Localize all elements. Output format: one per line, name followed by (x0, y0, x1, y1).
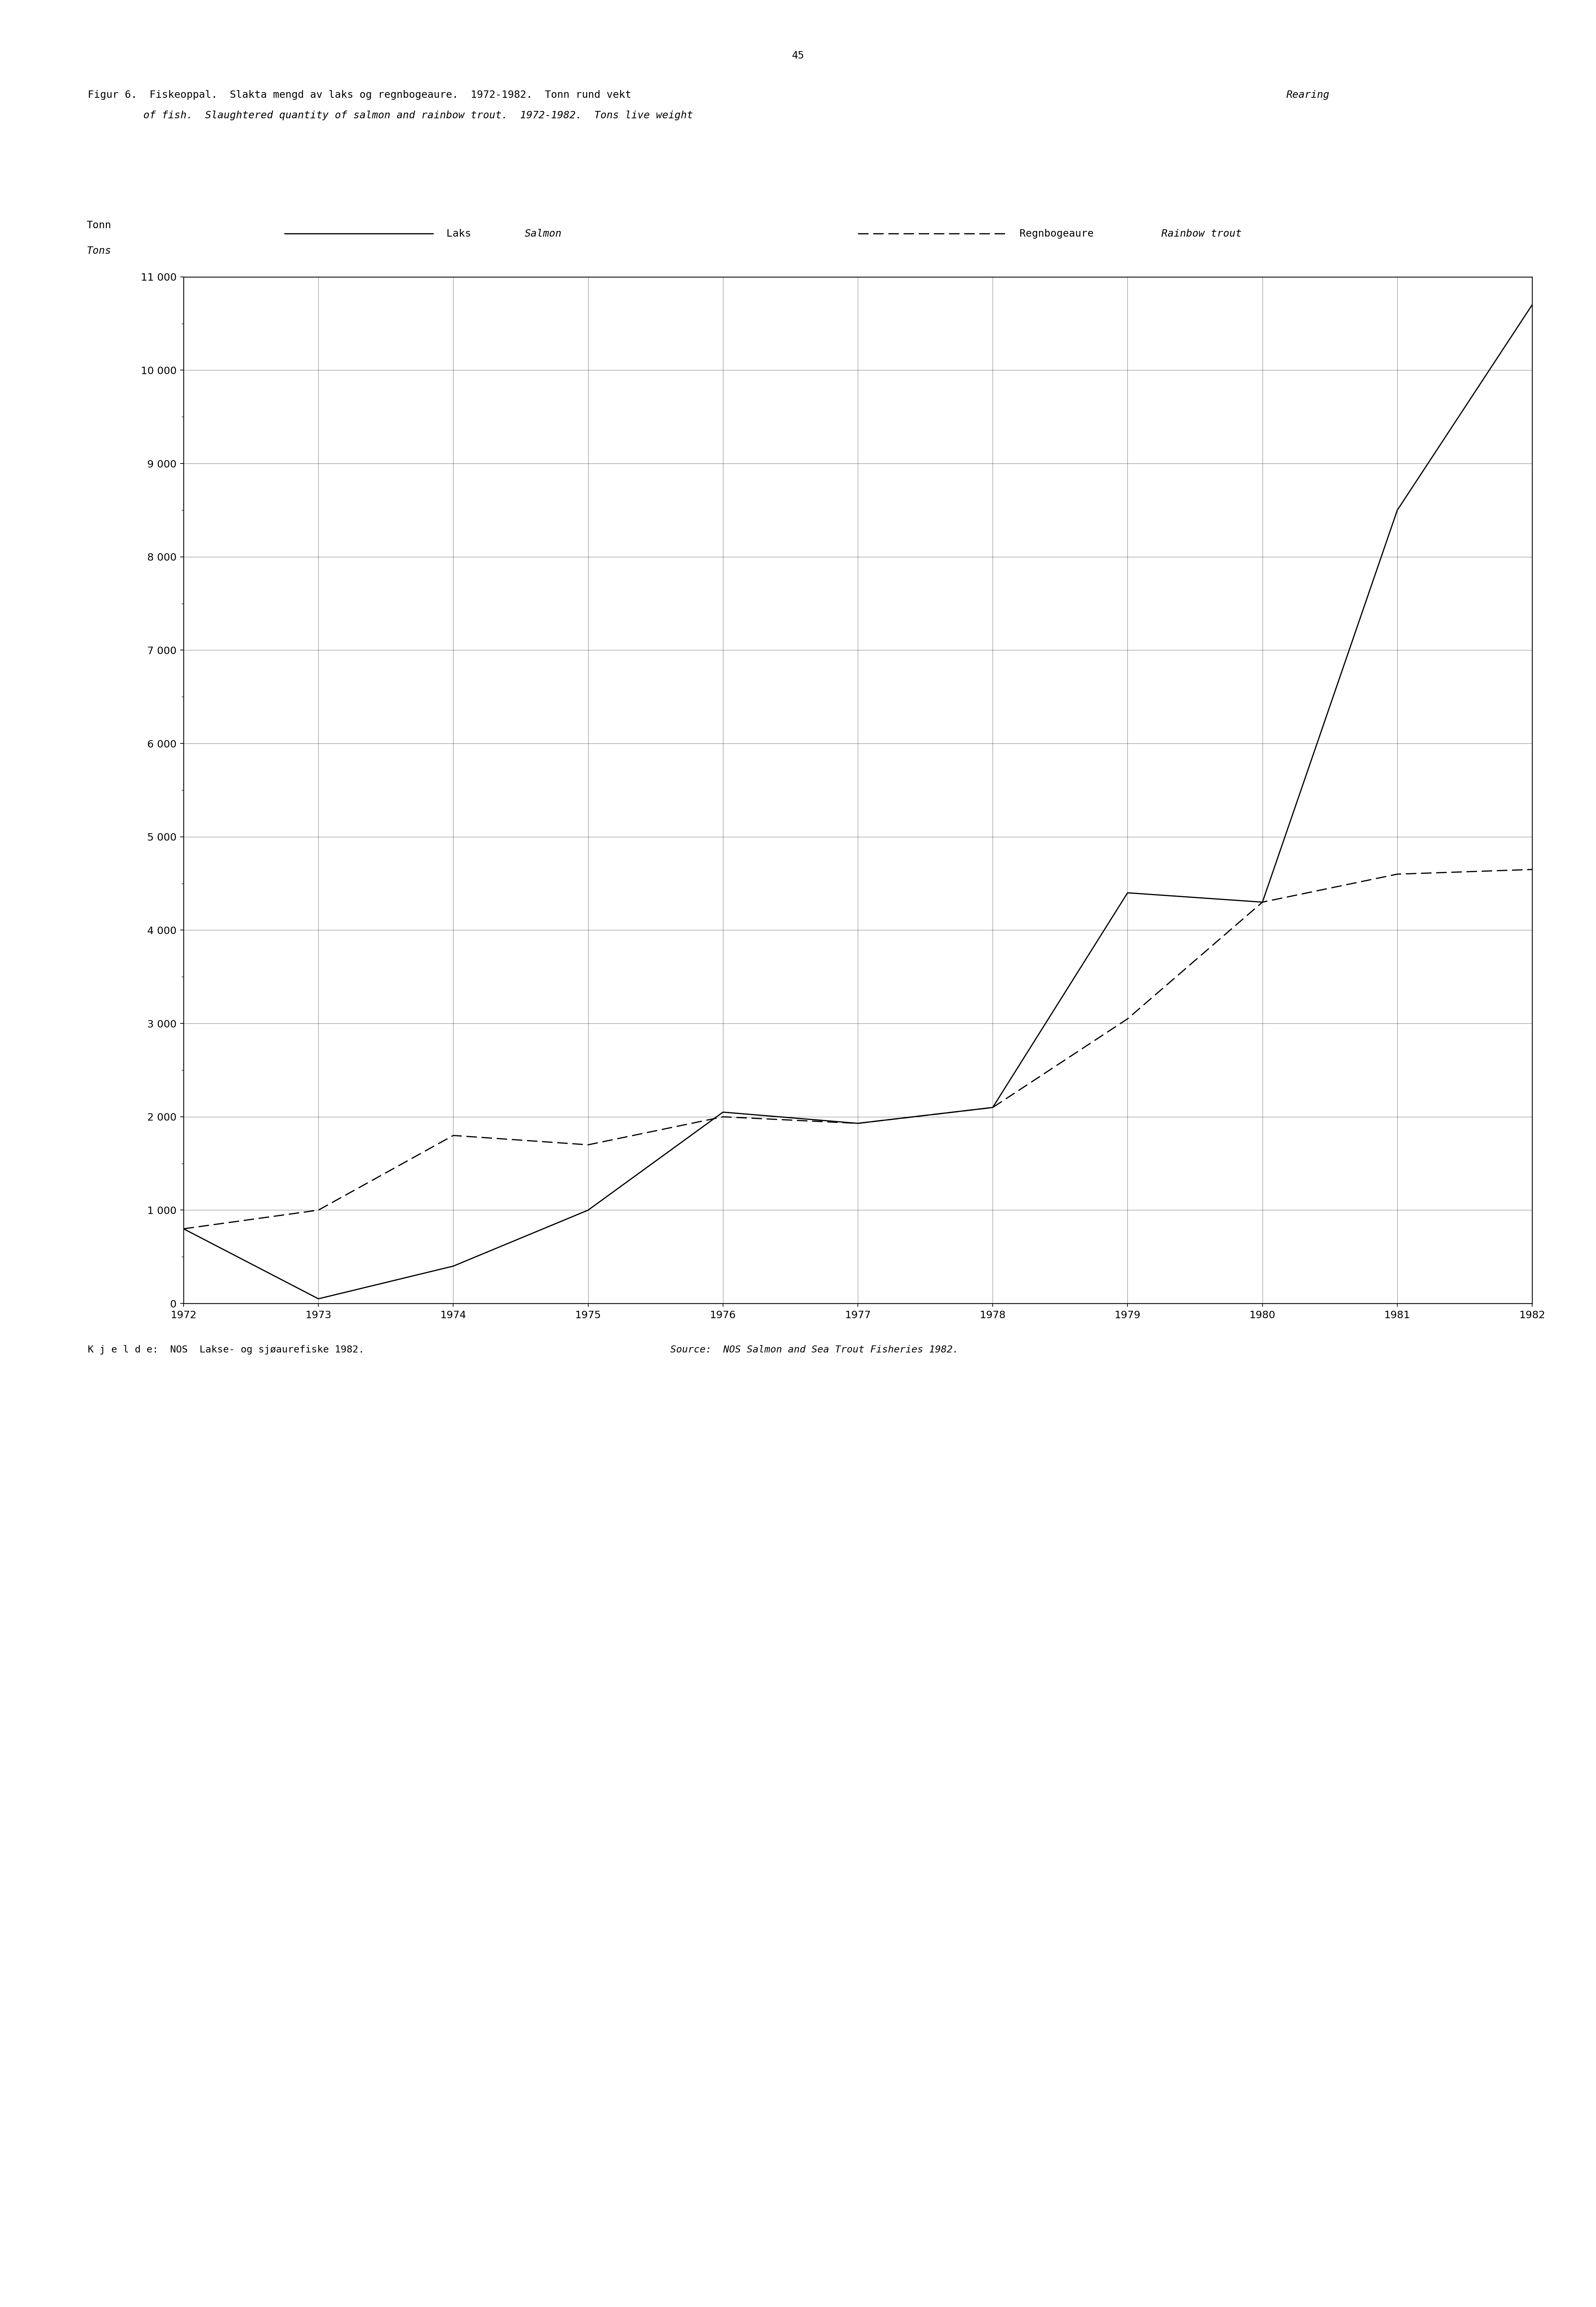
Text: Figur 6.  Fiskeoppal.  Slakta mengd av laks og regnbogeaure.  1972-1982.  Tonn r: Figur 6. Fiskeoppal. Slakta mengd av lak… (88, 90, 643, 99)
Text: K j e l d e:  NOS  Lakse- og sjøaurefiske 1982.: K j e l d e: NOS Lakse- og sjøaurefiske … (88, 1345, 377, 1354)
Text: Regnbogeaure: Regnbogeaure (1020, 228, 1106, 238)
Text: Source:  NOS Salmon and Sea Trout Fisheries 1982.: Source: NOS Salmon and Sea Trout Fisheri… (670, 1345, 959, 1354)
Text: Salmon: Salmon (525, 228, 562, 238)
Text: Tons: Tons (86, 247, 112, 256)
Text: Rearing: Rearing (1286, 90, 1329, 99)
Text: of fish.  Slaughtered quantity of salmon and rainbow trout.  1972-1982.  Tons li: of fish. Slaughtered quantity of salmon … (88, 111, 693, 120)
Text: Rainbow trout: Rainbow trout (1162, 228, 1242, 238)
Text: Tonn: Tonn (86, 221, 112, 231)
Text: Laks: Laks (447, 228, 484, 238)
Text: 45: 45 (792, 51, 804, 60)
